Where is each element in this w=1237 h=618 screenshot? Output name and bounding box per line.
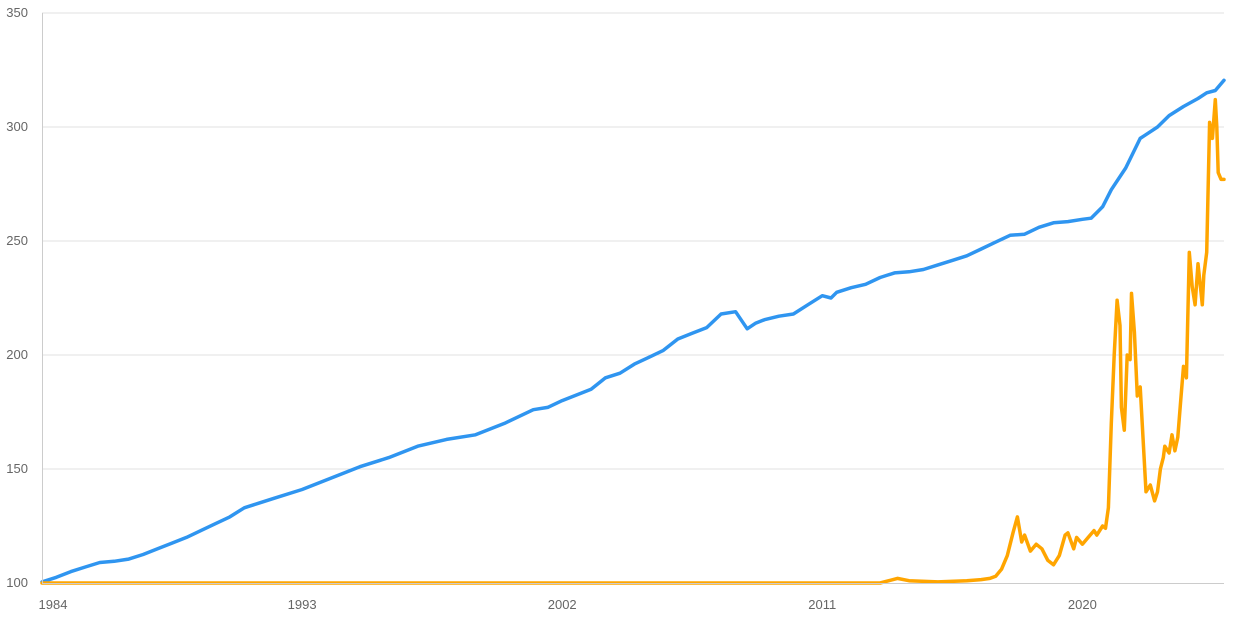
y-tick-label: 200 xyxy=(6,347,28,362)
series-line-2 xyxy=(40,97,1226,585)
y-tick-label: 150 xyxy=(6,461,28,476)
y-tick-label: 250 xyxy=(6,233,28,248)
y-tick-label: 100 xyxy=(6,575,28,590)
x-tick-label: 2011 xyxy=(808,597,836,612)
series-lines xyxy=(40,78,1226,585)
y-tick-label: 350 xyxy=(6,5,28,20)
series-line-1 xyxy=(40,78,1226,584)
y-axis-ticks: 350 300 250 200 150 100 xyxy=(6,5,28,590)
gridlines xyxy=(42,12,1224,470)
x-tick-label: 1984 xyxy=(39,597,68,612)
y-tick-label: 300 xyxy=(6,119,28,134)
x-tick-label: 2002 xyxy=(548,597,577,612)
x-axis-ticks: 1984 1993 2002 2011 2020 xyxy=(39,597,1097,612)
x-tick-label: 1993 xyxy=(288,597,317,612)
x-tick-label: 2020 xyxy=(1068,597,1097,612)
